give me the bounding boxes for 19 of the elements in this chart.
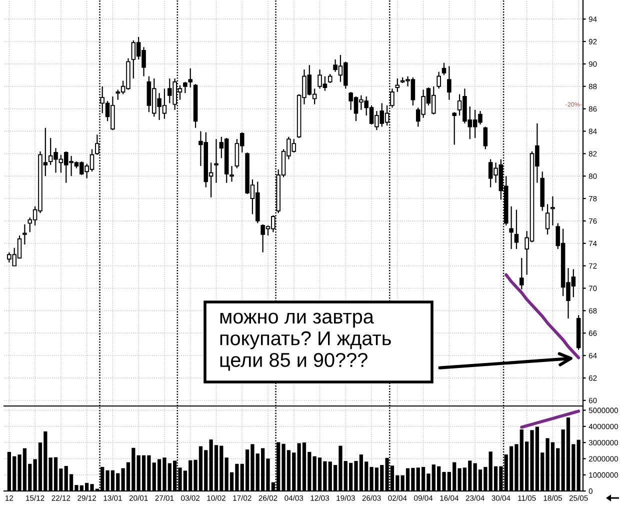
candlestick <box>230 165 234 182</box>
candlestick <box>183 81 188 94</box>
candlestick <box>442 62 446 76</box>
candlestick <box>545 204 550 235</box>
line-series <box>504 273 580 360</box>
candlestick <box>22 224 27 246</box>
candlestick <box>447 66 452 100</box>
candlestick <box>509 206 514 250</box>
candlestick <box>436 71 441 90</box>
candlestick <box>188 68 192 88</box>
candlestick <box>214 138 218 184</box>
annotation: можно ли завтра покупать? И ждать цели 85 и 90??? <box>220 312 391 371</box>
candlestick <box>520 257 524 290</box>
candlestick <box>514 209 519 250</box>
candlestick <box>550 196 555 226</box>
candlestick <box>452 112 457 146</box>
candlestick <box>395 78 400 93</box>
candlestick <box>483 126 488 150</box>
line-series <box>520 410 580 429</box>
